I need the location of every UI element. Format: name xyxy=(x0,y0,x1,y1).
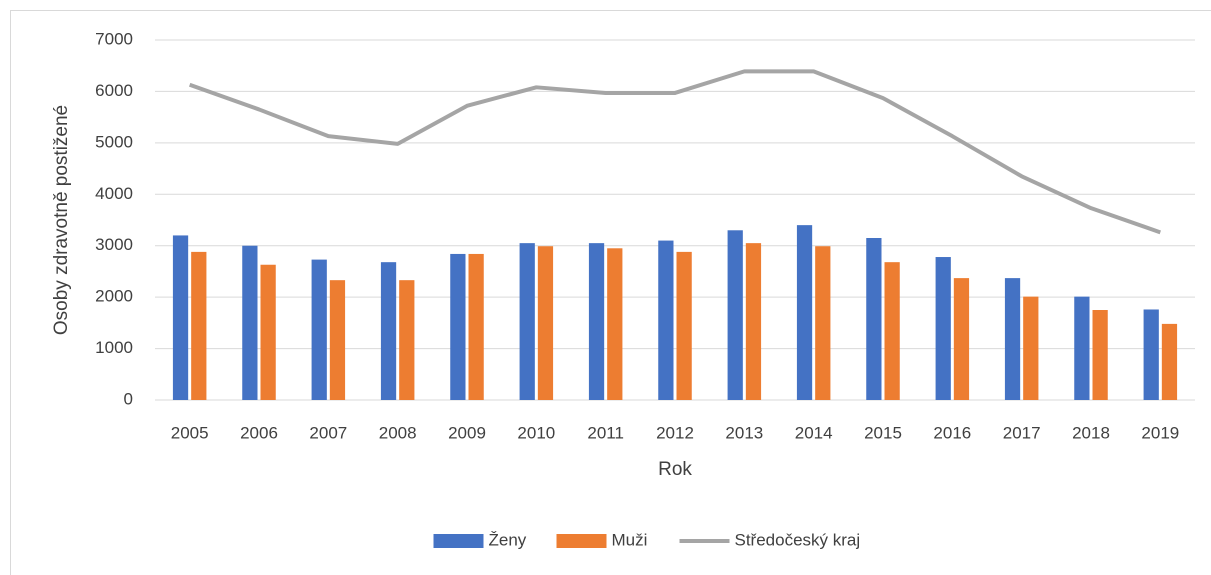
bar xyxy=(172,235,189,400)
chart-frame xyxy=(10,10,1211,575)
x-tick-label: 2008 xyxy=(379,423,417,442)
bar xyxy=(380,262,397,400)
x-tick-label: 2019 xyxy=(1141,423,1179,442)
bar xyxy=(1074,296,1090,400)
bar xyxy=(815,246,831,400)
bar xyxy=(311,259,327,400)
bar xyxy=(537,246,554,400)
y-tick-label: 4000 xyxy=(95,184,133,203)
legend-label: Muži xyxy=(612,530,648,549)
legend-label: Středočeský kraj xyxy=(735,530,861,549)
bar xyxy=(745,243,762,400)
x-axis-title: Rok xyxy=(658,459,692,480)
x-tick-label: 2011 xyxy=(587,423,624,442)
bar xyxy=(588,243,605,400)
bar xyxy=(866,238,882,400)
y-tick-label: 5000 xyxy=(95,132,133,151)
bar xyxy=(676,251,692,400)
legend-swatch xyxy=(433,534,484,548)
bar xyxy=(260,264,276,400)
bar xyxy=(1092,310,1108,400)
bar xyxy=(953,278,970,400)
x-tick-label: 2014 xyxy=(795,423,833,442)
x-tick-label: 2006 xyxy=(240,423,278,442)
y-tick-label: 7000 xyxy=(95,29,133,48)
bar xyxy=(468,253,484,400)
y-tick-label: 1000 xyxy=(95,338,133,357)
x-tick-label: 2007 xyxy=(309,423,347,442)
line xyxy=(188,69,1161,235)
bar xyxy=(191,251,207,400)
bar xyxy=(658,240,674,400)
y-tick-label: 6000 xyxy=(95,81,133,100)
bar xyxy=(399,280,415,400)
bar xyxy=(607,248,623,400)
bar xyxy=(1004,278,1021,400)
bar xyxy=(1023,296,1039,400)
x-tick-label: 2015 xyxy=(864,423,902,442)
x-tick-label: 2013 xyxy=(725,423,763,442)
y-tick-label: 0 xyxy=(124,389,133,408)
bar xyxy=(450,253,466,400)
x-tick-label: 2012 xyxy=(656,423,694,442)
bar xyxy=(884,262,900,400)
bar xyxy=(727,230,743,400)
y-axis-title: Osoby zdravotně postižené xyxy=(51,105,72,335)
x-tick-label: 2005 xyxy=(171,423,209,442)
x-tick-label: 2018 xyxy=(1072,423,1110,442)
bar xyxy=(1143,309,1159,400)
bar xyxy=(1161,323,1178,400)
bar xyxy=(519,243,535,400)
bar xyxy=(935,257,951,400)
bar xyxy=(242,245,258,400)
legend-swatch xyxy=(556,534,607,548)
legend-label: Ženy xyxy=(489,530,527,549)
x-tick-label: 2009 xyxy=(448,423,486,442)
y-tick-label: 2000 xyxy=(95,287,133,306)
x-tick-label: 2016 xyxy=(933,423,971,442)
x-tick-label: 2010 xyxy=(517,423,555,442)
bar xyxy=(329,280,346,400)
bar xyxy=(796,225,813,400)
y-tick-label: 3000 xyxy=(95,235,133,254)
x-tick-label: 2017 xyxy=(1003,423,1041,442)
